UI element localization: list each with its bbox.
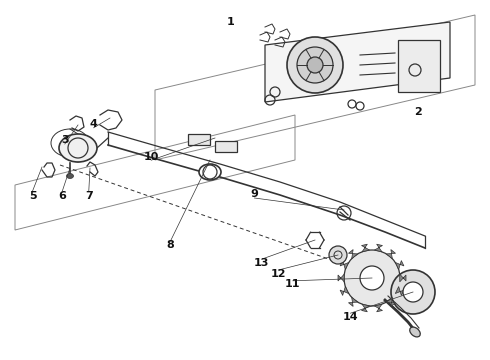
Bar (215, 141, 237, 152)
Polygon shape (362, 244, 369, 252)
Polygon shape (374, 244, 383, 252)
Text: 3: 3 (61, 135, 69, 145)
Bar (188, 134, 210, 145)
Polygon shape (374, 304, 383, 312)
Circle shape (287, 37, 343, 93)
Text: 4: 4 (90, 119, 98, 129)
Ellipse shape (59, 134, 97, 162)
Polygon shape (348, 297, 358, 306)
Polygon shape (395, 287, 404, 296)
Text: 7: 7 (85, 191, 93, 201)
Polygon shape (265, 22, 450, 102)
Polygon shape (338, 274, 344, 282)
Polygon shape (362, 304, 369, 312)
Text: 2: 2 (414, 107, 421, 117)
Ellipse shape (410, 327, 420, 337)
Polygon shape (386, 249, 395, 259)
Text: 5: 5 (29, 191, 36, 201)
Text: 9: 9 (250, 189, 258, 199)
Circle shape (360, 266, 384, 290)
Text: 11: 11 (285, 279, 300, 289)
Text: 13: 13 (254, 258, 270, 268)
Circle shape (403, 282, 423, 302)
Polygon shape (340, 287, 349, 296)
Text: 14: 14 (343, 312, 358, 322)
Text: 6: 6 (58, 191, 66, 201)
Circle shape (297, 47, 333, 83)
Circle shape (391, 270, 435, 314)
Bar (398, 40, 440, 92)
Circle shape (344, 250, 400, 306)
Circle shape (307, 57, 323, 73)
Polygon shape (348, 249, 358, 259)
Polygon shape (386, 297, 395, 306)
Text: 10: 10 (144, 152, 159, 162)
Ellipse shape (199, 164, 221, 180)
Text: 1: 1 (226, 17, 234, 27)
Ellipse shape (67, 174, 74, 179)
Circle shape (329, 246, 347, 264)
Polygon shape (400, 274, 406, 282)
Polygon shape (340, 261, 349, 270)
Text: 12: 12 (270, 269, 286, 279)
Text: 8: 8 (167, 240, 174, 250)
Polygon shape (395, 261, 404, 270)
